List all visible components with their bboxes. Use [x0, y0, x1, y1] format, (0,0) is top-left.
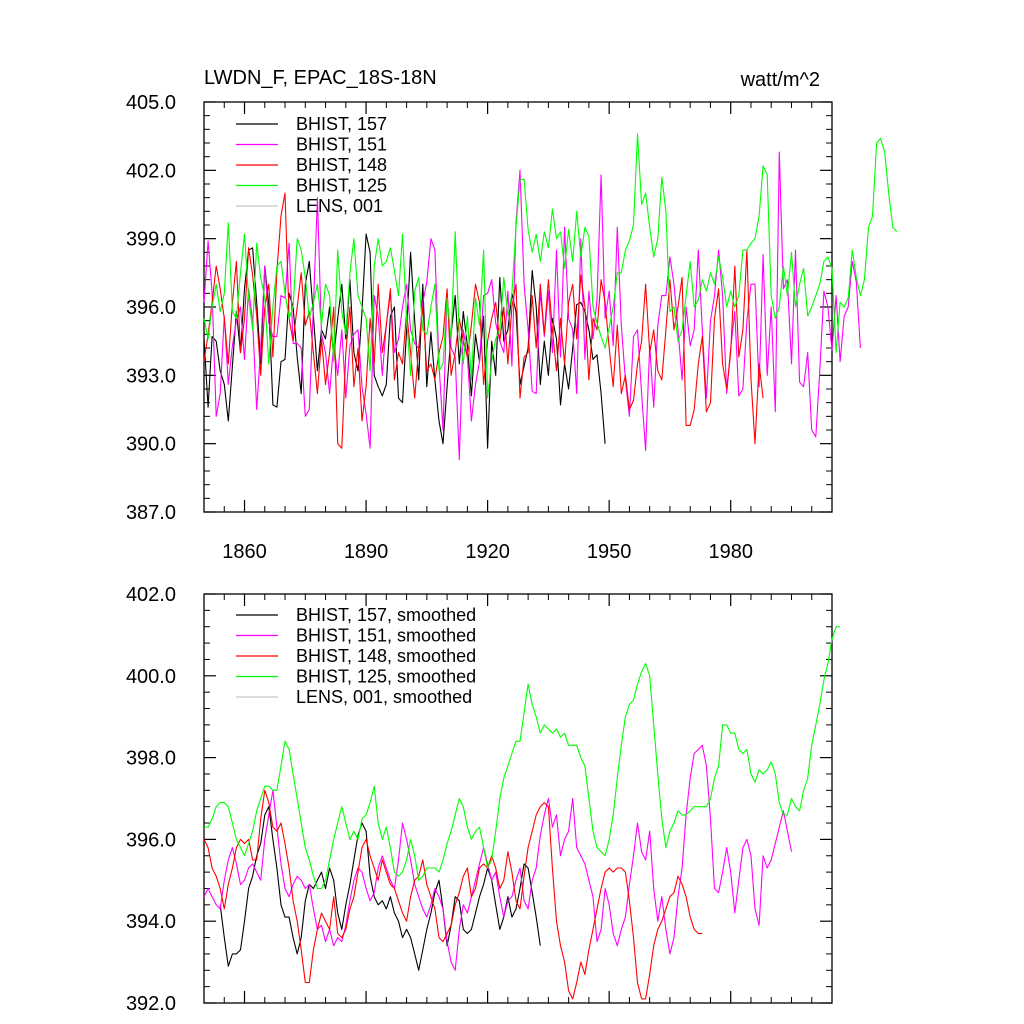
legend-entry: BHIST, 148, smoothed	[296, 646, 476, 666]
series-line	[203, 133, 898, 399]
y-tick-label: 399.0	[126, 229, 176, 251]
legend-entry: LENS, 001	[296, 196, 383, 216]
top-panel: LWDN_F, EPAC_18S-18N watt/m^2 387.0 390.0…	[126, 67, 898, 563]
y-tick-label: 393.0	[126, 365, 176, 387]
y-tick-label: 398.0	[126, 748, 176, 770]
bottom-panel: 392.0 394.0 396.0 398.0 400.0 402.0 BHIST, 157…	[126, 584, 841, 1015]
plot-frame	[203, 593, 833, 1004]
x-tick-label: 1920	[465, 541, 510, 563]
series-line	[203, 789, 703, 1000]
series-line	[203, 151, 861, 461]
y-tick-label: 405.0	[126, 92, 176, 114]
legend-entry: LENS, 001, smoothed	[296, 687, 472, 707]
y-tick-label: 400.0	[126, 666, 176, 688]
legend-entry: BHIST, 125, smoothed	[296, 667, 476, 687]
legend-entry: BHIST, 157	[296, 114, 387, 134]
y-tick-label: 402.0	[126, 584, 176, 606]
series-line	[219, 806, 541, 971]
y-tick-label: 396.0	[126, 829, 176, 851]
units-label: watt/m^2	[740, 69, 820, 91]
legend-entry: BHIST, 148	[296, 155, 387, 175]
legend-entry: BHIST, 157, smoothed	[296, 605, 476, 625]
x-tick-label: 1860	[222, 541, 267, 563]
series-line	[204, 626, 841, 890]
y-tick-label: 390.0	[126, 434, 176, 456]
x-tick-label: 1980	[708, 541, 753, 563]
legend-entry: BHIST, 125	[296, 176, 387, 196]
y-tick-label: 396.0	[126, 297, 176, 319]
y-tick-label: 394.0	[126, 911, 176, 933]
series-line	[203, 192, 764, 449]
series-line	[203, 744, 793, 971]
chart-title: LWDN_F, EPAC_18S-18N	[204, 67, 437, 89]
legend-entry: BHIST, 151	[296, 135, 387, 155]
legend-entry: BHIST, 151, smoothed	[296, 626, 476, 646]
x-tick-label: 1890	[344, 541, 389, 563]
y-tick-label: 392.0	[126, 993, 176, 1015]
y-tick-label: 387.0	[126, 502, 176, 524]
x-tick-label: 1950	[587, 541, 632, 563]
y-tick-label: 402.0	[126, 160, 176, 182]
